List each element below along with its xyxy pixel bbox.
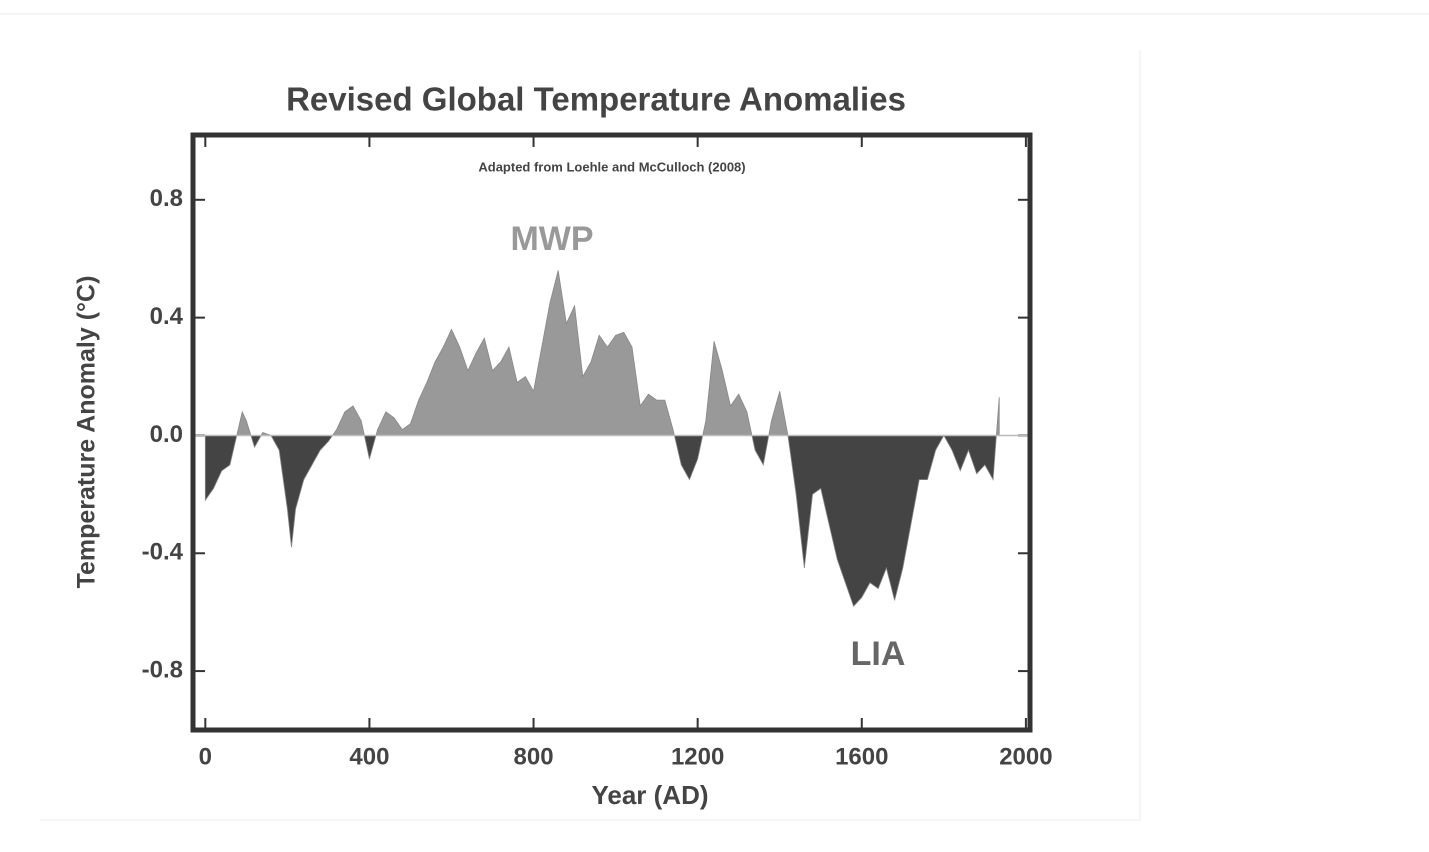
y-tick-label: 0.4: [150, 303, 184, 330]
x-tick-label: 2000: [999, 743, 1052, 770]
plot-frame: [190, 132, 1033, 733]
x-tick-label: 1600: [835, 743, 888, 770]
y-axis-label: Temperature Anomaly (°C): [73, 276, 101, 589]
y-tick-label: 0.8: [150, 185, 183, 212]
annotation: LIA: [851, 635, 906, 673]
x-tick-label: 0: [199, 743, 212, 770]
x-axis-label: Year (AD): [591, 780, 708, 810]
chart-title: Revised Global Temperature Anomalies: [286, 81, 906, 118]
annotation: MWP: [510, 220, 593, 258]
x-tick-label: 400: [349, 743, 389, 770]
x-tick-label: 800: [514, 743, 554, 770]
y-tick-label: 0.0: [150, 421, 183, 448]
chart-subtitle: Adapted from Loehle and McCulloch (2008): [478, 159, 745, 174]
area: [204, 270, 1000, 608]
x-tick-label: 1200: [671, 743, 724, 770]
y-tick-label: -0.8: [142, 656, 183, 683]
y-tick-label: -0.4: [142, 539, 184, 566]
